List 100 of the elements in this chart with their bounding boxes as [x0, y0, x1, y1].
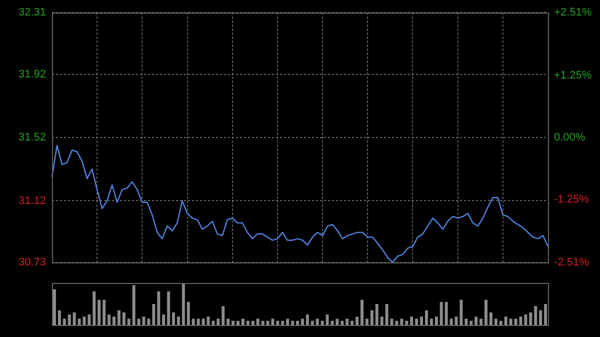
bar: [186, 302, 190, 325]
bar: [524, 314, 528, 325]
bar: [256, 318, 260, 325]
bar: [375, 304, 378, 325]
bar: [232, 320, 235, 325]
bar: [306, 314, 309, 325]
bar: [108, 314, 111, 325]
bar: [261, 320, 264, 325]
bar: [336, 318, 339, 325]
bar: [92, 291, 96, 325]
bar: [182, 283, 185, 325]
bar: [202, 318, 205, 325]
y-tick-label: 30.73: [18, 256, 46, 268]
bar: [430, 318, 433, 325]
bar: [434, 316, 438, 325]
bar: [172, 312, 176, 325]
bar: [529, 312, 532, 325]
bar: [326, 314, 329, 325]
y-tick-label: 31.92: [18, 68, 46, 80]
bar: [464, 318, 468, 325]
bar: [480, 318, 483, 325]
bar: [147, 318, 150, 325]
bar: [102, 300, 106, 325]
bar: [489, 312, 492, 325]
y2-tick-label: -1.25%: [554, 194, 590, 206]
bar: [196, 318, 200, 325]
bar: [132, 285, 136, 325]
bar: [320, 320, 324, 325]
y-tick-label: 31.12: [18, 194, 46, 207]
bar: [127, 318, 130, 325]
bar: [98, 300, 101, 325]
bar: [415, 318, 418, 325]
y2-tick-label: 0.00%: [554, 132, 586, 144]
bar: [162, 314, 166, 325]
bar: [410, 316, 414, 325]
y2-tick-label: +2.51%: [554, 6, 592, 19]
bar: [350, 320, 354, 325]
bar: [78, 318, 81, 325]
bar: [509, 318, 512, 325]
y2-tick-label: +1.25%: [554, 69, 592, 82]
bar: [157, 291, 160, 325]
bar: [340, 320, 344, 325]
bar: [72, 312, 76, 325]
bar: [137, 318, 140, 325]
bar: [117, 310, 120, 325]
bar: [152, 304, 156, 325]
bar: [470, 320, 473, 325]
bar: [216, 318, 220, 325]
bar: [62, 318, 66, 325]
bar: [246, 320, 250, 325]
bar: [212, 320, 215, 325]
bar: [281, 320, 284, 325]
bar: [385, 304, 388, 325]
bar: [291, 320, 294, 325]
bar: [226, 318, 230, 325]
bar: [241, 318, 244, 325]
bar: [52, 289, 56, 325]
bar: [276, 320, 280, 325]
bar: [460, 300, 463, 325]
bar: [484, 300, 488, 325]
bar: [176, 316, 180, 325]
bar: [395, 320, 398, 325]
bar: [167, 291, 170, 325]
bar: [346, 318, 349, 325]
bar: [420, 316, 424, 325]
bar: [356, 316, 359, 325]
bar: [316, 318, 319, 325]
bar: [444, 302, 448, 325]
bar: [544, 304, 548, 325]
bar: [539, 310, 542, 325]
bar: [499, 320, 502, 325]
bar: [494, 318, 498, 325]
bar: [504, 316, 508, 325]
bar: [68, 314, 71, 325]
bar: [450, 318, 453, 325]
bar: [112, 316, 116, 325]
bar: [440, 302, 443, 325]
bar: [405, 320, 408, 325]
bar: [122, 312, 126, 325]
bar: [58, 310, 61, 325]
bar: [300, 318, 304, 325]
bar: [474, 316, 478, 325]
bar: [310, 320, 314, 325]
bar: [370, 310, 374, 325]
bar: [286, 318, 290, 325]
bar: [400, 318, 404, 325]
bar: [236, 320, 240, 325]
bar: [296, 320, 300, 325]
bar: [380, 316, 384, 325]
bar: [192, 318, 195, 325]
bar: [222, 306, 225, 325]
bar: [360, 300, 364, 325]
y2-tick-label: -2.51%: [554, 256, 590, 268]
bar: [519, 316, 522, 325]
y-tick-label: 31.52: [18, 132, 46, 144]
bar: [271, 318, 274, 325]
bar: [251, 320, 254, 325]
y-tick-label: 32.31: [18, 6, 46, 19]
bar: [424, 310, 428, 325]
bar: [534, 306, 538, 325]
